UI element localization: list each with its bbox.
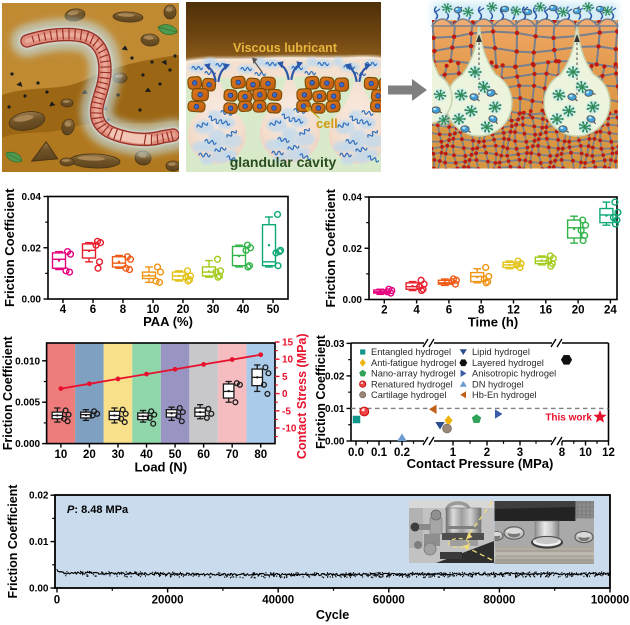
svg-text:Lipid hydrogel: Lipid hydrogel: [472, 347, 530, 357]
svg-text:12: 12: [602, 447, 615, 459]
svg-text:0.01: 0.01: [325, 404, 345, 415]
svg-text:Time (h): Time (h): [468, 315, 518, 330]
svg-text:2: 2: [381, 305, 387, 317]
svg-text:Renatured hydrogel: Renatured hydrogel: [371, 379, 453, 389]
svg-text:Cycle: Cycle: [316, 608, 349, 622]
svg-text:10: 10: [54, 449, 67, 461]
svg-text:60000: 60000: [373, 595, 405, 607]
svg-text:Nano-array hydrogel: Nano-array hydrogel: [371, 369, 456, 379]
svg-text:0.03: 0.03: [325, 339, 345, 350]
svg-text:60: 60: [197, 449, 210, 461]
svg-text:Friction Coefficient: Friction Coefficient: [1, 336, 15, 451]
svg-text:40000: 40000: [262, 595, 294, 607]
svg-text:0.00: 0.00: [325, 437, 345, 448]
svg-text:20: 20: [177, 304, 190, 316]
svg-text:20: 20: [83, 449, 96, 461]
svg-text:P: 8.48 MPa: P: 8.48 MPa: [67, 504, 129, 516]
svg-text:0.0: 0.0: [348, 447, 364, 459]
svg-text:Friction Coefficient: Friction Coefficient: [314, 334, 328, 449]
svg-text:15: 15: [282, 338, 294, 349]
svg-text:10: 10: [147, 304, 160, 316]
svg-text:4: 4: [413, 305, 420, 317]
svg-text:30: 30: [112, 449, 125, 461]
svg-text:10: 10: [579, 447, 592, 459]
svg-text:-5: -5: [282, 406, 291, 417]
svg-text:0.01: 0.01: [29, 537, 49, 548]
svg-text:Contact Pressure (MPa): Contact Pressure (MPa): [407, 456, 554, 471]
svg-text:0.00: 0.00: [22, 295, 42, 306]
svg-text:DN hydrogel: DN hydrogel: [472, 379, 524, 389]
svg-text:0.02: 0.02: [325, 371, 345, 382]
svg-text:8: 8: [120, 304, 127, 316]
svg-text:Layered hydrogel: Layered hydrogel: [472, 358, 544, 368]
svg-text:1: 1: [450, 447, 457, 459]
svg-text:100000: 100000: [591, 595, 629, 607]
svg-text:20000: 20000: [152, 595, 184, 607]
svg-text:80000: 80000: [483, 595, 515, 607]
svg-text:Anisotropic hydrogel: Anisotropic hydrogel: [472, 369, 556, 379]
svg-text:0: 0: [282, 389, 288, 400]
svg-text:12: 12: [507, 305, 520, 317]
svg-text:4: 4: [60, 304, 67, 316]
svg-text:8: 8: [478, 305, 485, 317]
svg-text:50: 50: [267, 304, 280, 316]
svg-text:0.00: 0.00: [29, 584, 49, 595]
svg-text:20: 20: [572, 305, 585, 317]
svg-text:0.005: 0.005: [15, 398, 40, 409]
svg-text:8: 8: [559, 447, 566, 459]
svg-text:PAA (%): PAA (%): [143, 314, 193, 329]
svg-text:Friction Coefficient: Friction Coefficient: [6, 484, 20, 599]
svg-text:0.1: 0.1: [371, 447, 388, 459]
svg-text:Anti-fatigue hydrogel: Anti-fatigue hydrogel: [371, 358, 456, 368]
svg-text:Entangled hydrogel: Entangled hydrogel: [371, 347, 451, 357]
svg-text:0.02: 0.02: [29, 491, 49, 502]
svg-text:cell: cell: [316, 116, 338, 131]
svg-text:10: 10: [282, 355, 294, 366]
svg-text:40: 40: [140, 449, 153, 461]
svg-text:0.010: 0.010: [15, 356, 40, 367]
svg-text:0: 0: [54, 595, 60, 607]
svg-text:50: 50: [169, 449, 182, 461]
svg-text:24: 24: [604, 305, 617, 317]
svg-text:3: 3: [517, 447, 523, 459]
svg-text:0.2: 0.2: [394, 447, 410, 459]
svg-text:2: 2: [484, 447, 490, 459]
svg-text:0.02: 0.02: [22, 243, 42, 254]
svg-text:0.04: 0.04: [22, 192, 42, 203]
svg-text:Viscous lubricant: Viscous lubricant: [233, 41, 338, 55]
svg-text:Friction Coefficient: Friction Coefficient: [2, 188, 17, 307]
svg-text:Contact Stress (MPa): Contact Stress (MPa): [295, 333, 309, 459]
svg-text:80: 80: [254, 449, 267, 461]
svg-text:This work: This work: [545, 413, 592, 424]
svg-text:Hb-En hydrogel: Hb-En hydrogel: [472, 390, 537, 400]
svg-text:30: 30: [207, 304, 220, 316]
svg-text:16: 16: [539, 305, 552, 317]
svg-text:0.04: 0.04: [343, 193, 363, 204]
svg-text:-10: -10: [282, 424, 297, 435]
svg-text:0.00: 0.00: [343, 295, 363, 306]
svg-text:Load (N): Load (N): [134, 460, 187, 475]
svg-text:0.02: 0.02: [343, 244, 363, 255]
svg-text:70: 70: [226, 449, 239, 461]
svg-text:0.000: 0.000: [15, 439, 40, 450]
svg-text:5: 5: [282, 372, 288, 383]
svg-text:glandular cavity: glandular cavity: [230, 154, 337, 170]
svg-text:40: 40: [237, 304, 250, 316]
svg-text:Cartilage hydrogel: Cartilage hydrogel: [371, 390, 446, 400]
svg-text:6: 6: [446, 305, 452, 317]
svg-text:6: 6: [90, 304, 96, 316]
svg-text:Friction Coefficient: Friction Coefficient: [323, 188, 338, 307]
